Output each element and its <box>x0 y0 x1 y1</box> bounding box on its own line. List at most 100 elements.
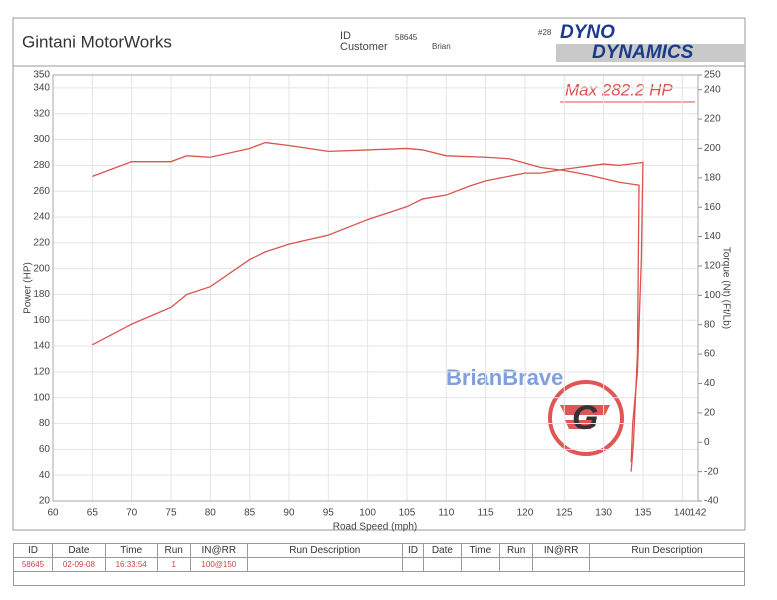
x-tick-label: 142 <box>690 508 707 519</box>
customer-label: Customer <box>340 41 388 53</box>
y-tick-label: 180 <box>33 289 50 300</box>
frame <box>12 17 746 531</box>
x-tick-label: 80 <box>205 508 217 519</box>
header-cell: IN@RR <box>532 543 590 558</box>
x-tick-label: 140 <box>674 508 691 519</box>
curve <box>92 141 640 472</box>
y-axis-label: Power (HP) <box>23 262 34 314</box>
id-label: ID <box>340 30 351 42</box>
logo-bg <box>556 44 744 62</box>
cell: 1 <box>156 557 191 572</box>
cell <box>498 557 534 572</box>
curve <box>92 161 644 463</box>
run-table: ID Date Time Run IN@RR Run Description I… <box>13 543 745 586</box>
x-tick-label: 100 <box>359 508 376 519</box>
cell <box>423 557 462 572</box>
y2-tick-label: 160 <box>704 202 721 213</box>
y2-tick-label: 240 <box>704 84 721 95</box>
watermark-logo: G <box>548 380 624 456</box>
y2-tick-label: 120 <box>704 261 721 272</box>
header-cell: Date <box>423 543 462 558</box>
y-tick-label: 60 <box>39 444 51 455</box>
y2-tick-label: 220 <box>704 114 721 125</box>
y2-tick-label: 80 <box>704 319 716 330</box>
x-tick-label: 125 <box>556 508 573 519</box>
y-tick-label: 300 <box>33 134 50 145</box>
y2-tick-label: 40 <box>704 378 716 389</box>
y-tick-label: 200 <box>33 263 50 274</box>
y2-tick-label: 60 <box>704 349 716 360</box>
sheet-number: #28 <box>538 28 552 37</box>
y2-tick-label: 200 <box>704 143 721 154</box>
y-tick-label: 160 <box>33 315 50 326</box>
table-header: ID Date Time Run IN@RR Run Description I… <box>13 543 745 558</box>
watermark: BrianBrave <box>446 365 563 390</box>
customer-value: Brian <box>432 42 451 51</box>
cell <box>246 557 403 572</box>
x-tick-label: 135 <box>635 508 652 519</box>
y2-axis-label: Torque (Nt) (Ft/Lb) <box>720 247 731 329</box>
y2-tick-label: -40 <box>704 496 719 507</box>
cell: 100@150 <box>189 557 248 572</box>
y-tick-label: 260 <box>33 186 50 197</box>
header-cell: Run Description <box>589 543 745 558</box>
header-cell: Time <box>460 543 500 558</box>
id-value: 58645 <box>395 33 418 42</box>
x-tick-label: 90 <box>283 508 295 519</box>
header-cell: Run <box>156 543 191 558</box>
table-row: 58645 02-09-08 16:33:54 1 100@150 <box>13 557 745 572</box>
x-tick-label: 65 <box>87 508 99 519</box>
cell <box>13 571 745 586</box>
y2-tick-label: 20 <box>704 408 716 419</box>
header-cell: ID <box>401 543 425 558</box>
y2-tick-label: 140 <box>704 231 721 242</box>
y-tick-label: 240 <box>33 212 50 223</box>
header-cell: IN@RR <box>189 543 248 558</box>
x-axis-label: Road Speed (mph) <box>333 522 418 533</box>
cell <box>460 557 500 572</box>
x-tick-label: 75 <box>165 508 177 519</box>
x-tick-label: 110 <box>438 508 454 519</box>
cell <box>589 557 745 572</box>
header-cell: Run <box>498 543 534 558</box>
annotation: Max 282.2 HP <box>565 80 673 99</box>
shop-name: Gintani MotorWorks <box>22 32 172 51</box>
cell <box>532 557 590 572</box>
header-cell: Date <box>51 543 106 558</box>
x-tick-label: 60 <box>47 508 59 519</box>
y-tick-label: 20 <box>39 496 51 507</box>
y-tick-label: 350 <box>33 70 50 81</box>
table-row <box>13 571 745 586</box>
y2-tick-label: -20 <box>704 466 719 477</box>
logo-top: DYNO <box>560 22 615 43</box>
x-tick-label: 95 <box>323 508 335 519</box>
y-tick-label: 140 <box>33 341 50 352</box>
cell <box>401 557 425 572</box>
x-tick-label: 120 <box>517 508 534 519</box>
x-tick-label: 85 <box>244 508 256 519</box>
y-tick-label: 340 <box>33 83 50 94</box>
y-tick-label: 120 <box>33 367 50 378</box>
header-cell: ID <box>13 543 53 558</box>
svg-text:G: G <box>572 399 598 437</box>
y-tick-label: 40 <box>39 470 51 481</box>
plot-border <box>52 74 699 502</box>
cell: 02-09-08 <box>51 557 106 572</box>
y2-tick-label: 100 <box>704 290 721 301</box>
cell: 16:33:54 <box>104 557 158 572</box>
y-tick-label: 80 <box>39 418 51 429</box>
y2-tick-label: 0 <box>704 437 710 448</box>
cell: 58645 <box>13 557 53 572</box>
header-cell: Time <box>104 543 158 558</box>
x-tick-label: 70 <box>126 508 138 519</box>
y-tick-label: 320 <box>33 108 50 119</box>
y-tick-label: 100 <box>33 392 50 403</box>
y-tick-label: 280 <box>33 160 50 171</box>
header-cell: Run Description <box>246 543 403 558</box>
y2-tick-label: 250 <box>704 70 721 81</box>
chart: Gintani MotorWorks ID 58645 Customer Bri… <box>12 17 746 533</box>
y2-tick-label: 180 <box>704 172 721 183</box>
y-tick-label: 220 <box>33 237 50 248</box>
x-tick-label: 115 <box>478 508 494 519</box>
